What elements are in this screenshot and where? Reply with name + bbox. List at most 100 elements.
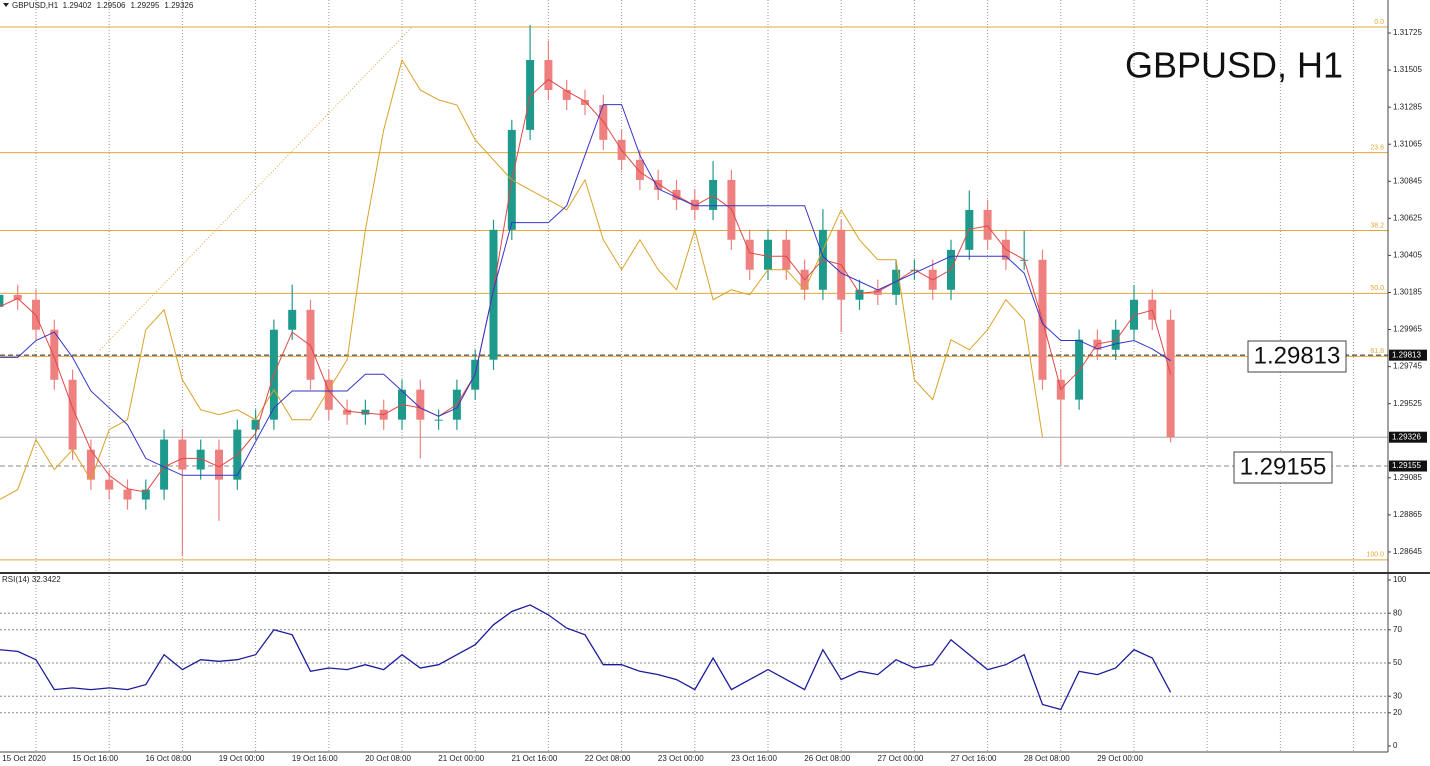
x-tick-label: 16 Oct 08:00 bbox=[145, 754, 191, 763]
candle-body bbox=[0, 294, 4, 307]
price-tag bbox=[1389, 431, 1427, 443]
candle-body bbox=[855, 289, 864, 300]
y-tick-label: 1.28645 bbox=[1393, 547, 1422, 556]
candle-body bbox=[983, 209, 992, 240]
fib-label: 23.6 bbox=[1370, 144, 1384, 151]
y-tick-label: 30 bbox=[1393, 691, 1402, 700]
header-value: 1.29402 bbox=[63, 1, 92, 10]
x-tick-label: 27 Oct 16:00 bbox=[951, 754, 997, 763]
x-tick-label: 29 Oct 00:00 bbox=[1097, 754, 1143, 763]
symbol: GBPUSD,H1 bbox=[12, 1, 59, 10]
candle-body bbox=[782, 239, 791, 270]
candle-body bbox=[745, 239, 754, 270]
rsi-line bbox=[0, 604, 1172, 711]
x-tick-label: 21 Oct 16:00 bbox=[511, 754, 557, 763]
price-tag bbox=[1389, 460, 1427, 472]
x-tick-label: 22 Oct 08:00 bbox=[585, 754, 631, 763]
level-box bbox=[1247, 340, 1347, 373]
header-value: 1.29506 bbox=[97, 1, 126, 10]
y-tick-label: 1.30185 bbox=[1393, 288, 1422, 297]
rsi-title: RSI(14) 32.3422 bbox=[2, 575, 61, 584]
x-tick-label: 19 Oct 16:00 bbox=[292, 754, 338, 763]
y-tick-label: 100 bbox=[1393, 575, 1407, 584]
y-tick-label: 1.30845 bbox=[1393, 176, 1422, 185]
candle-body bbox=[50, 329, 59, 380]
price-panel: 0.0 23.6 38.2 50.0 61.8 100.0 bbox=[0, 19, 1388, 561]
candle-body bbox=[581, 99, 589, 105]
y-tick-label: 1.31725 bbox=[1393, 28, 1422, 37]
y-tick-label: 1.31505 bbox=[1393, 65, 1422, 74]
y-tick-label: 80 bbox=[1393, 608, 1402, 617]
x-tick-label: 15 Oct 16:00 bbox=[72, 754, 118, 763]
candle-body bbox=[288, 309, 297, 330]
candle-body bbox=[654, 179, 663, 190]
candle-body bbox=[544, 59, 553, 90]
candle-body bbox=[1075, 339, 1084, 400]
candle-body bbox=[709, 179, 718, 210]
candle-body bbox=[68, 379, 77, 450]
candle-body bbox=[196, 449, 205, 470]
candle-body bbox=[434, 419, 443, 421]
symbol-header: GBPUSD,H1 1.29402 1.29506 1.29295 1.29326 bbox=[12, 1, 194, 10]
header-value: 1.29295 bbox=[130, 1, 159, 10]
y-tick-label: 1.30405 bbox=[1393, 251, 1422, 260]
fib-label: 61.8 bbox=[1370, 348, 1384, 355]
y-tick-label: 1.29085 bbox=[1393, 473, 1422, 482]
y-tick-label: 50 bbox=[1393, 658, 1402, 667]
y-tick-label: 0 bbox=[1393, 741, 1398, 750]
candle-body bbox=[105, 479, 114, 490]
x-tick-label: 28 Oct 08:00 bbox=[1024, 754, 1070, 763]
fib-label: 50.0 bbox=[1370, 285, 1384, 292]
y-tick-label: 1.30625 bbox=[1393, 213, 1422, 222]
rsi-panel bbox=[0, 604, 1388, 714]
level-box bbox=[1233, 451, 1333, 484]
candle-body bbox=[416, 389, 425, 420]
indicator-line bbox=[0, 78, 1172, 493]
candle-body bbox=[86, 449, 95, 480]
candle-body bbox=[873, 289, 882, 295]
candle-body bbox=[178, 439, 187, 470]
level-label: 1.29155 bbox=[1240, 453, 1327, 480]
candle-body bbox=[764, 239, 772, 270]
candle-body bbox=[13, 294, 22, 300]
candle-body bbox=[489, 229, 498, 360]
candle-body bbox=[690, 199, 699, 210]
candle-body bbox=[123, 489, 132, 500]
price-tag-label: 1.29326 bbox=[1392, 432, 1421, 441]
fib-label: 0.0 bbox=[1374, 19, 1384, 26]
x-tick-label: 23 Oct 00:00 bbox=[658, 754, 704, 763]
candle-body bbox=[251, 419, 260, 430]
x-tick-label: 20 Oct 08:00 bbox=[365, 754, 411, 763]
candle-body bbox=[635, 159, 644, 180]
candle-body bbox=[526, 59, 535, 130]
candle-body bbox=[343, 409, 352, 415]
header-arrow[interactable] bbox=[3, 3, 9, 7]
price-tag bbox=[1389, 349, 1427, 361]
header-value: 1.29326 bbox=[164, 1, 193, 10]
y-tick-label: 1.31065 bbox=[1393, 139, 1422, 148]
level-label: 1.29813 bbox=[1254, 342, 1341, 369]
candle-body bbox=[215, 449, 223, 480]
candle-body bbox=[892, 269, 901, 295]
x-tick-label: 15 Oct 2020 bbox=[2, 754, 46, 763]
candle-body bbox=[672, 189, 681, 200]
y-tick-label: 70 bbox=[1393, 625, 1402, 634]
candle-body bbox=[141, 489, 150, 500]
price-tag-label: 1.29155 bbox=[1392, 461, 1421, 470]
candle-body bbox=[160, 439, 169, 490]
x-tick-label: 21 Oct 00:00 bbox=[438, 754, 484, 763]
y-tick-label: 1.28865 bbox=[1393, 510, 1422, 519]
candle-body bbox=[361, 409, 370, 415]
indicator-line bbox=[0, 104, 1171, 476]
x-tick-label: 27 Oct 00:00 bbox=[877, 754, 923, 763]
candle-body bbox=[324, 379, 333, 410]
candle-body bbox=[1166, 319, 1175, 438]
indicator-line bbox=[0, 58, 1043, 500]
x-tick-label: 23 Oct 16:00 bbox=[731, 754, 777, 763]
y-tick-label: 20 bbox=[1393, 708, 1402, 717]
x-tick-label: 19 Oct 00:00 bbox=[219, 754, 265, 763]
